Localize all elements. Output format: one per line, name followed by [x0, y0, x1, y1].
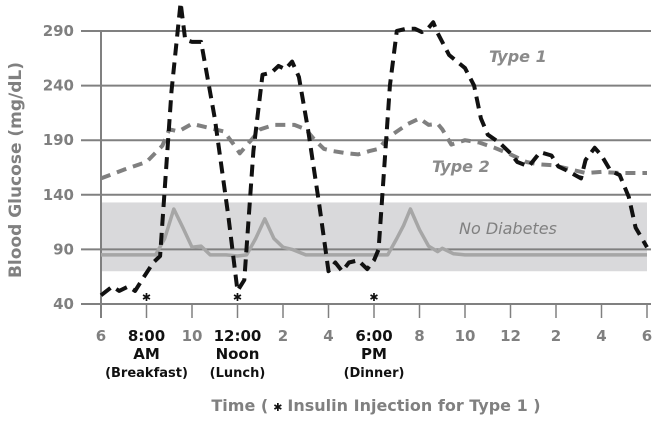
x-axis-label-prefix: Time (: [211, 396, 268, 415]
no-diabetes-line: [101, 207, 647, 258]
x-tick-sublabel: AM: [133, 345, 160, 363]
insulin-star-icon: ✱: [369, 291, 378, 304]
insulin-star-icon: ✱: [233, 291, 242, 304]
x-tick-label: 6:00: [355, 327, 392, 345]
type-2-line: [100, 116, 647, 181]
x-tick-sublabel: PM: [361, 345, 387, 363]
x-tick-label: 2: [278, 327, 288, 345]
type2-label: Type 2: [432, 157, 490, 176]
x-tick-label: 8: [414, 327, 424, 345]
insulin-star-icon: ✱: [273, 401, 282, 414]
grid-lines: [81, 30, 651, 251]
x-tick-label: 12: [500, 327, 521, 345]
x-tick-sublabel: Noon: [216, 345, 260, 363]
x-tick-meal-label: (Dinner): [344, 366, 405, 381]
axes: [81, 31, 651, 318]
y-axis-label: Blood Glucose (mg/dL): [6, 62, 26, 278]
y-tick-label: 40: [53, 295, 74, 313]
x-tick-label: 2: [551, 327, 561, 345]
x-axis-label: Time ( ✱ Insulin Injection for Type 1 ): [211, 396, 540, 415]
x-tick-label: 4: [323, 327, 333, 345]
y-tick-labels: 40 90 140 190 240 290: [43, 22, 74, 313]
x-tick-label: 10: [455, 327, 476, 345]
y-tick-label: 190: [43, 131, 74, 149]
y-tick-label: 290: [43, 22, 74, 40]
type1-label: Type 1: [489, 47, 547, 66]
x-tick-label: 12:00: [214, 327, 262, 345]
y-tick-label: 90: [53, 240, 74, 258]
x-tick-label: 10: [182, 327, 203, 345]
x-tick-label: 8:00: [128, 327, 165, 345]
series-lines: [99, 0, 649, 297]
insulin-star-icon: ✱: [142, 291, 151, 304]
x-tick-label: 4: [596, 327, 606, 345]
x-tick-label: 6: [642, 327, 652, 345]
x-tick-meal-label: (Lunch): [210, 366, 266, 381]
y-tick-label: 140: [43, 186, 74, 204]
no-diabetes-label: No Diabetes: [459, 219, 557, 238]
x-tick-meal-label: (Breakfast): [105, 366, 188, 381]
insulin-injection-markers: ✱ ✱ ✱: [142, 291, 379, 304]
y-tick-label: 240: [43, 77, 74, 95]
x-tick-label: 6: [96, 327, 106, 345]
x-axis-label-suffix: Insulin Injection for Type 1 ): [287, 396, 540, 415]
